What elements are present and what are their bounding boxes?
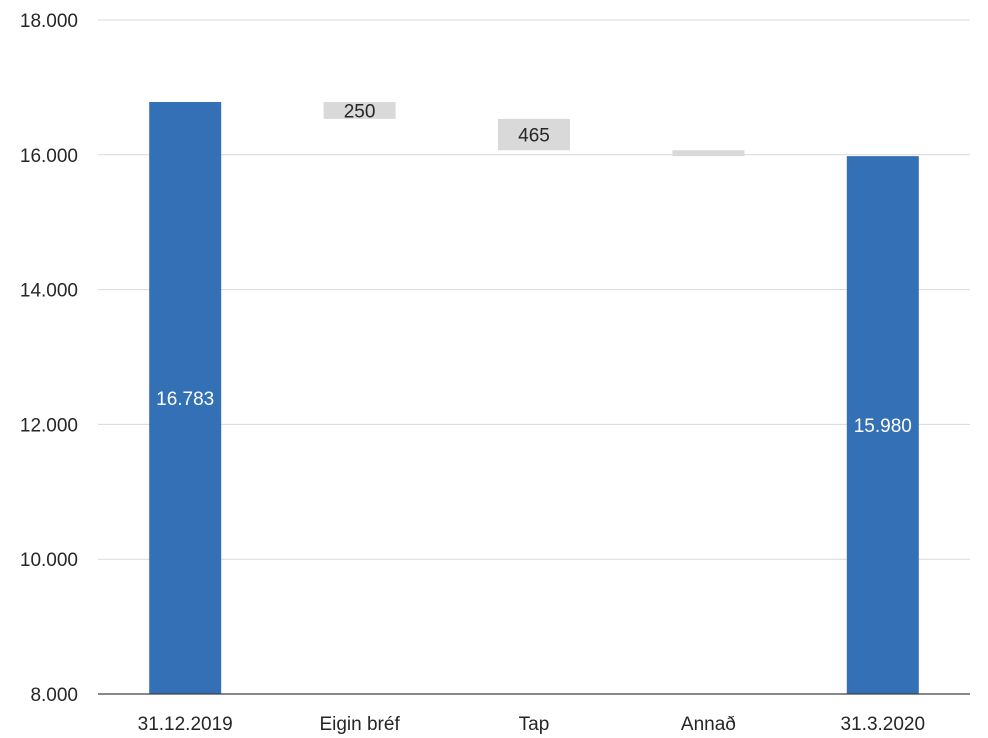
data-labels: 16.783 250 465 15.980: [156, 101, 912, 437]
data-label: 16.783: [156, 389, 214, 410]
data-label: 15.980: [854, 416, 912, 437]
x-category-label: Tap: [519, 714, 550, 735]
y-tick-label: 16.000: [20, 146, 78, 167]
bar-2: [498, 118, 570, 151]
y-tick-label: 10.000: [20, 550, 78, 571]
gridlines: [98, 19, 970, 560]
y-tick-label: 18.000: [20, 11, 78, 32]
bars: [149, 102, 919, 694]
data-label: 250: [344, 101, 376, 122]
x-category-label: 31.3.2020: [841, 714, 926, 735]
bar-1: [323, 102, 396, 119]
x-axis-categories: 31.12.2019 Eigin bréf Tap Annað 31.3.2020: [138, 714, 925, 735]
x-category-label: 31.12.2019: [138, 714, 233, 735]
y-axis-ticks: 8.000 10.000 12.000 14.000 16.000 18.000: [20, 11, 78, 706]
x-category-label: Annað: [681, 714, 736, 735]
y-tick-label: 8.000: [30, 685, 78, 706]
bar-3: [672, 150, 745, 157]
bar-0: [149, 102, 222, 694]
bar-4: [846, 156, 919, 694]
y-tick-label: 12.000: [20, 415, 78, 436]
data-label: 465: [518, 126, 550, 147]
x-category-label: Eigin bréf: [319, 714, 400, 735]
y-tick-label: 14.000: [20, 281, 78, 302]
